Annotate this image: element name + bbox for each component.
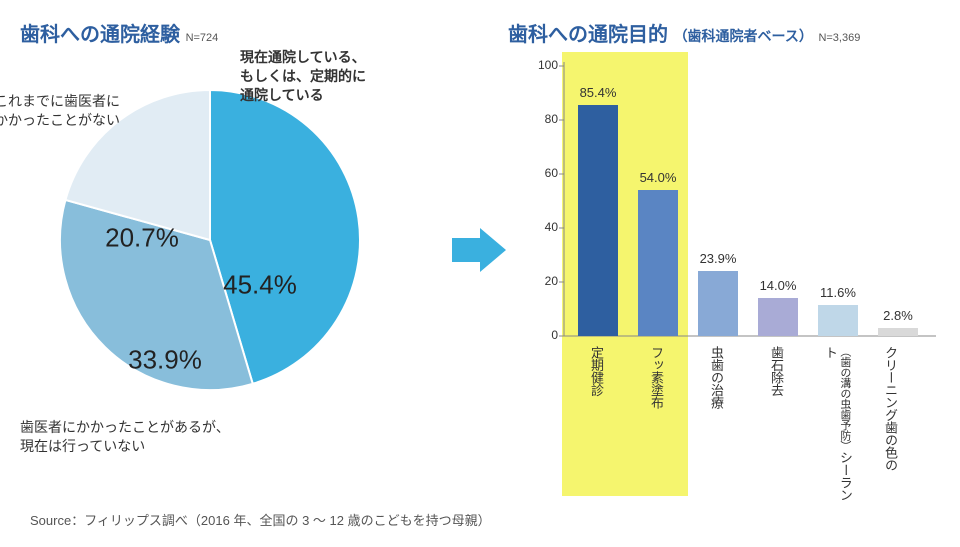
bar-value-label: 23.9% [700, 251, 737, 266]
bar [698, 271, 738, 336]
left-n-label: N=724 [186, 32, 219, 44]
bar [818, 305, 858, 336]
pie-value: 20.7% [105, 223, 179, 254]
bar-value-label: 54.0% [640, 170, 677, 185]
arrow-icon [452, 228, 506, 277]
y-tick-label: 100 [530, 58, 558, 72]
bar [758, 298, 798, 336]
bar-category-label: フッ素塗布 [648, 346, 663, 409]
bar-category-label: 定期健診 [588, 346, 603, 396]
bar-value-label: 11.6% [820, 285, 856, 300]
y-tick-label: 20 [530, 274, 558, 288]
bar-value-label: 2.8% [883, 308, 913, 323]
bar-category-label: クリーニング歯の色の [882, 346, 897, 471]
pie-category-label: 歯医者にかかったことがあるが、 現在は行っていない [20, 418, 230, 456]
left-title: 歯科への通院経験 N=724 [20, 18, 218, 47]
bar-category-label: 歯石除去 [768, 346, 783, 396]
source-text: Source：フィリップス調べ（2016 年、全国の 3 ～ 12 歳のこどもを… [30, 510, 491, 529]
bar-category-label: 虫歯の治療 [708, 346, 723, 409]
y-tick-label: 0 [530, 328, 558, 342]
y-tick-label: 60 [530, 166, 558, 180]
pie-value: 33.9% [128, 345, 202, 376]
bar [878, 328, 918, 336]
pie-category-label: これまでに歯医者に かかったことがない [0, 92, 120, 130]
bar [578, 105, 618, 336]
pie-category-label: 現在通院している、 もしくは、定期的に 通院している [240, 48, 366, 105]
left-title-text: 歯科への通院経験 [20, 24, 180, 46]
y-tick-label: 40 [530, 220, 558, 234]
bar-value-label: 14.0% [760, 278, 797, 293]
bar-category-label: （歯の溝の虫歯予防）シーラント [822, 346, 852, 510]
bar [638, 190, 678, 336]
bar-chart: 0 20 40 60 80 100 85.4% 定期健診 54.0% フッ素塗布 23.9% 虫歯の治… [530, 40, 940, 510]
bar-value-label: 85.4% [580, 85, 617, 100]
pie-value: 45.4% [223, 270, 297, 301]
y-tick-label: 80 [530, 112, 558, 126]
